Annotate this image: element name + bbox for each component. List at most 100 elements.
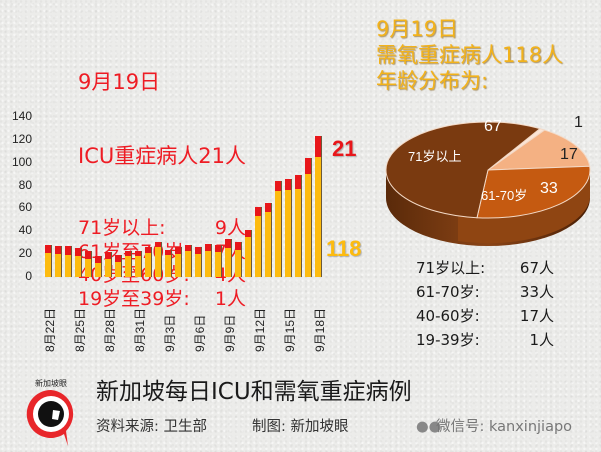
bar-segment-icu [275,181,281,192]
icu-age-value: 1人 [214,287,246,310]
x-tick-label: 9月18日 [313,307,327,352]
oxygen-date: 9月19日 [376,17,459,41]
pie-label-61-70: 61-70岁 [481,188,528,203]
bar-segment-icu [175,247,181,255]
bar-segment-oxygen [175,254,181,277]
stacked-bar [95,256,102,277]
bar-segment-oxygen [75,256,81,277]
stacked-bar [175,247,182,277]
distribution-value: 33人 [519,283,554,301]
bar-segment-oxygen [65,255,71,277]
bar-segment-oxygen [165,255,171,277]
pie-value-19-39: 1 [574,114,583,131]
bar-segment-icu [315,136,321,157]
y-tick-label: 140 [11,109,32,123]
stacked-bar [195,247,202,277]
bar-segment-oxygen [105,258,111,277]
bar-segment-oxygen [285,190,291,277]
stacked-bar [295,175,302,277]
pie-label-71plus: 71岁以上 [408,149,462,164]
bar-segment-icu [265,202,271,212]
pie-value-40-60: 17 [560,146,578,163]
bar-segment-oxygen [295,188,301,277]
bar-segment-oxygen [135,256,141,277]
bar-segment-icu [205,243,211,251]
chart-title: 新加坡每日ICU和需氧重症病例 [96,379,412,405]
distribution-row: 71岁以上: 67人 [416,256,554,280]
bar-segment-icu [155,241,161,248]
pie-chart-graphic [385,121,591,246]
pie-slice-71岁以上 [385,121,542,219]
icu-age-row: 71岁以上: 9人 [78,217,246,241]
stacked-bar [105,251,112,277]
y-tick-label: 100 [11,154,32,169]
bar-segment-oxygen [245,236,251,277]
logo-icon: 新加坡眼 [26,378,74,446]
bar-segment-oxygen [235,249,241,277]
bar-segment-oxygen [45,253,51,277]
bar-segment-icu [135,250,141,257]
bar-segment-oxygen [155,247,161,277]
stacked-bar [65,246,72,277]
stacked-bar [185,245,192,277]
brand-logo: 新加坡眼 [20,376,82,448]
icu-latest-annotation: 21 [332,136,357,161]
x-tick-label: 8月25日 [73,307,87,352]
distribution-row: 19-39岁: 1人 [416,328,554,352]
bar-segment-oxygen [125,256,131,277]
bar-segment-oxygen [265,211,271,277]
bar-segment-icu [245,230,251,237]
distribution-row: 61-70岁: 33人 [416,280,554,304]
x-tick-label: 9月9日 [223,314,237,352]
bar-segment-icu [295,175,301,189]
bar-segment-oxygen [195,254,201,277]
bar-segment-icu [65,246,71,256]
stacked-bar [255,207,262,277]
bar-segment-oxygen [185,250,191,277]
bar-segment-icu [185,245,191,251]
bar-segment-icu [85,250,91,259]
bar-segment-oxygen [205,250,211,277]
y-tick-label: 60 [18,200,32,215]
bar-segment-icu [305,158,311,175]
bar-segment-icu [115,255,121,263]
icu-age-label: 71岁以上: [78,217,166,239]
y-tick-label: 20 [18,246,32,261]
bar-segment-icu [165,249,171,256]
chart-maker: 制图: 新加坡眼 [252,419,349,435]
stacked-bar [315,136,322,277]
icu-age-value: 9人 [214,217,246,239]
stacked-bar [55,246,62,277]
stacked-bar-chart: 0 20 40 60 80 100 120 140 8月22日 8月25日 8月28日 8月31日 9月… [0,0,370,360]
y-tick-label: 40 [18,223,32,238]
pie-slice-40-60岁 [486,129,591,171]
bar-segment-icu [45,245,51,253]
distribution-value: 17人 [519,307,554,325]
x-tick-label: 9月3日 [163,314,177,352]
distribution-label: 19-39岁: [416,331,480,349]
y-tick-label: 80 [18,177,32,192]
distribution-label: 40-60岁: [416,307,480,325]
oxygen-subhead: 年龄分布为: [376,69,489,93]
distribution-value: 1人 [529,331,554,349]
pie-chart: 67 71岁以上 33 61-70岁 17 1 [378,108,598,253]
bar-segment-oxygen [85,258,91,277]
oxygen-summary-panel: 9月19日 需氧重症病人118人 年龄分布为: [376,16,563,94]
icu-date: 9月19日 [78,70,161,94]
bar-segment-icu [285,178,291,191]
icu-age-label: 19岁至39岁: [78,287,190,310]
bar-segment-oxygen [55,254,61,277]
stacked-bar [225,239,232,277]
stacked-bar [145,247,152,277]
bar-segment-oxygen [255,216,261,277]
bar-segment-icu [145,247,151,253]
pie-value-71plus: 67 [484,118,502,135]
x-tick-label: 9月12日 [253,307,267,352]
bar-segment-icu [215,245,221,252]
wechat-id: ●●微信号: kanxinjiapo [416,419,573,435]
stacked-bar [215,245,222,277]
oxygen-headline: 需氧重症病人118人 [376,43,564,67]
bar-segment-icu [195,247,201,255]
wechat-icon: ●● [416,419,442,435]
x-tick-label: 8月31日 [133,307,147,352]
